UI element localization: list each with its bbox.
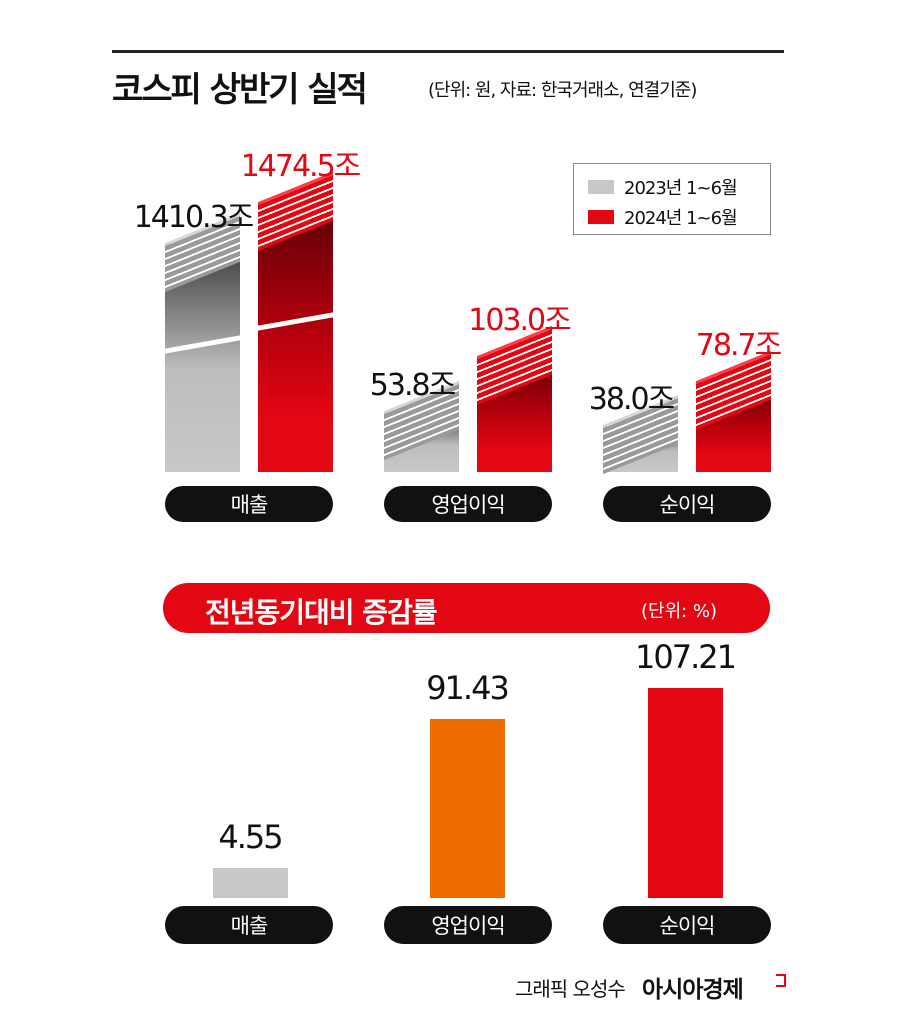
legend-item-2024: 2024년 1~6월	[588, 204, 738, 230]
graphic-credit: 그래픽 오성수	[515, 977, 626, 1001]
legend-swatch-2023	[588, 180, 614, 194]
value-label-2023-2: 38.0조	[588, 382, 675, 417]
change-category-pill-1: 영업이익	[384, 906, 552, 944]
bar-divider	[258, 312, 333, 331]
title-rule	[112, 50, 784, 53]
category-pill-1: 영업이익	[384, 486, 552, 522]
legend-label-2024: 2024년 1~6월	[624, 208, 738, 229]
logo-mark-icon	[776, 974, 786, 987]
change-bar-0	[213, 868, 288, 898]
legend: 2023년 1~6월 2024년 1~6월	[573, 163, 771, 235]
value-label-2023-1: 53.8조	[369, 368, 456, 403]
value-label-2023-0: 1410.3조	[133, 200, 255, 235]
bar-2023-0	[165, 212, 240, 472]
bar-2023-1	[384, 380, 459, 472]
value-label-2024-2: 78.7조	[695, 328, 782, 363]
value-label-2024-1: 103.0조	[468, 303, 571, 338]
change-bar-2	[648, 687, 723, 898]
change-category-pill-0: 매출	[165, 906, 333, 944]
change-value-label-0: 4.55	[218, 818, 283, 856]
bar-2024-0	[258, 171, 333, 472]
value-label-2024-0: 1474.5조	[240, 149, 362, 184]
change-banner: 전년동기대비 증감률 (단위: %)	[163, 583, 770, 633]
bar-2024-1	[477, 325, 552, 472]
legend-label-2023: 2023년 1~6월	[624, 178, 738, 199]
chart-subtitle: (단위: 원, 자료: 한국거래소, 연결기준)	[428, 80, 697, 101]
change-value-label-1: 91.43	[426, 668, 510, 707]
change-category-pill-2: 순이익	[603, 906, 771, 944]
category-pill-0: 매출	[165, 486, 333, 522]
chart-title: 코스피 상반기 실적	[112, 70, 368, 110]
change-value-label-2: 107.21	[635, 637, 737, 676]
bar-2024-2	[696, 350, 771, 472]
legend-swatch-2024	[588, 210, 614, 224]
banner-title: 전년동기대비 증감률	[205, 596, 438, 629]
bar-2023-2	[603, 394, 678, 475]
bar-divider	[165, 335, 240, 354]
publisher-logo: 아시아경제	[642, 977, 744, 1003]
change-bar-1	[430, 718, 505, 898]
banner-unit: (단위: %)	[641, 601, 718, 622]
legend-item-2023: 2023년 1~6월	[588, 174, 738, 200]
category-pill-2: 순이익	[603, 486, 771, 522]
